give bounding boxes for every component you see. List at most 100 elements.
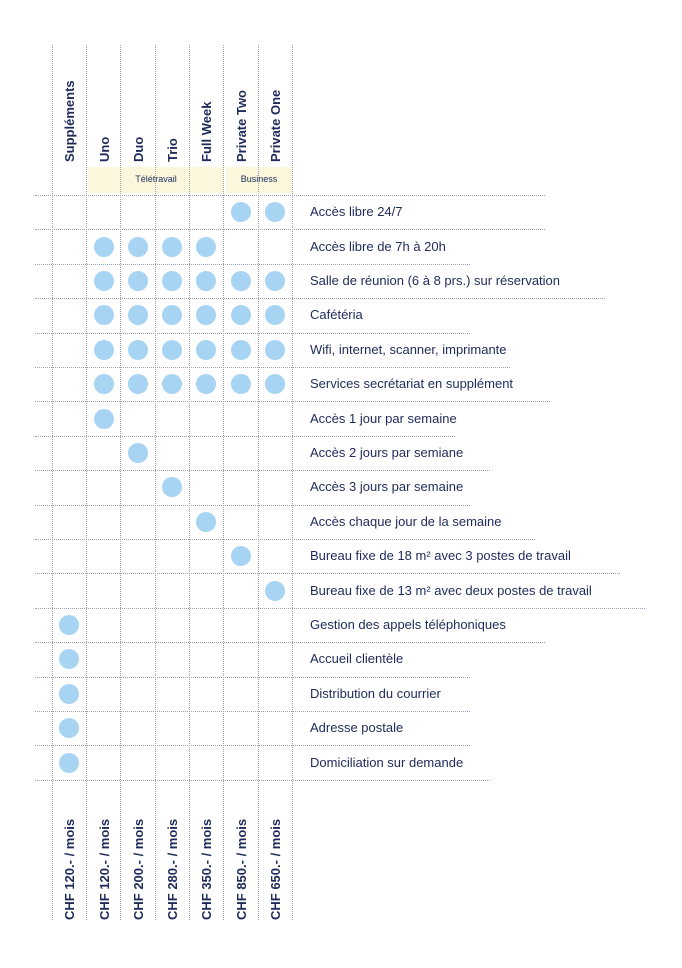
included-dot: [128, 271, 148, 291]
feature-label: Accès chaque jour de la semaine: [310, 513, 502, 529]
included-dot: [94, 374, 114, 395]
row-divider: [35, 229, 545, 231]
feature-label: Cafétéria: [310, 307, 363, 323]
included-dot: [128, 236, 148, 257]
included-dot: [128, 339, 148, 360]
row-divider: [35, 573, 620, 575]
column-divider: [120, 45, 121, 920]
included-dot: [94, 305, 114, 326]
row-divider: [35, 745, 470, 747]
feature-label: Accès 3 jours par semaine: [310, 479, 464, 495]
column-header: Private One: [268, 89, 283, 162]
included-dot: [162, 236, 182, 257]
included-dot: [59, 615, 79, 635]
feature-label: Bureau fixe de 18 m² avec 3 postes de tr…: [310, 548, 571, 564]
included-dot: [231, 374, 251, 395]
included-dot: [59, 752, 79, 773]
teletravail-group-label: Télétravail: [135, 174, 177, 184]
included-dot: [265, 271, 285, 291]
row-divider: [35, 539, 535, 540]
included-dot: [128, 305, 148, 326]
column-divider: [52, 45, 53, 920]
column-price: CHF 850.- / mois: [234, 818, 249, 920]
feature-label: Accès libre 24/7: [310, 204, 403, 220]
included-dot: [94, 408, 114, 429]
included-dot: [196, 236, 216, 257]
row-divider: [35, 642, 545, 644]
row-divider: [35, 367, 510, 368]
column-header: Full Week: [199, 101, 214, 162]
included-dot: [265, 305, 285, 326]
included-dot: [162, 477, 182, 498]
included-dot: [231, 305, 251, 326]
business-group-label: Business: [240, 174, 278, 184]
column-header: Uno: [97, 136, 112, 162]
row-divider: [35, 711, 470, 712]
row-divider: [35, 470, 490, 472]
included-dot: [94, 339, 114, 360]
row-divider: [35, 401, 550, 403]
teletravail-band: [88, 167, 224, 193]
column-price: CHF 280.- / mois: [165, 818, 180, 920]
included-dot: [196, 511, 216, 532]
included-dot: [231, 546, 251, 567]
feature-label: Accès 1 jour par semaine: [310, 410, 457, 426]
column-divider: [223, 45, 224, 920]
included-dot: [162, 374, 182, 395]
feature-label: Domiciliation sur demande: [310, 754, 464, 770]
included-dot: [196, 271, 216, 291]
included-dot: [59, 649, 79, 670]
column-header: Private Two: [234, 89, 249, 162]
row-divider: [35, 607, 645, 609]
included-dot: [59, 718, 79, 739]
included-dot: [196, 374, 216, 395]
business-band: [226, 167, 292, 193]
row-divider: [35, 298, 605, 300]
feature-label: Gestion des appels téléphoniques: [310, 617, 506, 632]
row-divider: [35, 435, 455, 437]
column-header: Suppléments: [62, 80, 77, 162]
column-price: CHF 650.- / mois: [268, 818, 283, 920]
column-divider: [155, 45, 156, 920]
feature-label: Bureau fixe de 13 m² avec deux postes de…: [310, 582, 592, 598]
included-dot: [128, 374, 148, 395]
row-divider: [35, 263, 470, 265]
feature-label: Services secrétariat en supplément: [310, 376, 514, 392]
column-price: CHF 200.- / mois: [131, 818, 146, 920]
feature-label: Wifi, internet, scanner, imprimante: [310, 341, 507, 357]
included-dot: [162, 339, 182, 360]
row-divider: [35, 504, 470, 506]
column-header: Trio: [165, 138, 180, 162]
column-price: CHF 120.- / mois: [97, 818, 112, 920]
included-dot: [231, 202, 251, 223]
feature-label: Accès 2 jours par semiane: [310, 445, 464, 460]
feature-label: Salle de réunion (6 à 8 prs.) sur réserv…: [310, 273, 561, 288]
included-dot: [196, 339, 216, 360]
column-divider: [86, 45, 87, 920]
included-dot: [265, 339, 285, 360]
included-dot: [94, 236, 114, 257]
included-dot: [265, 202, 285, 223]
included-dot: [265, 374, 285, 395]
feature-label: Adresse postale: [310, 720, 404, 736]
feature-label: Distribution du courrier: [310, 685, 441, 701]
included-dot: [128, 443, 148, 463]
column-divider: [189, 45, 190, 920]
column-divider: [258, 45, 259, 920]
feature-label: Accès libre de 7h à 20h: [310, 238, 446, 254]
column-divider: [292, 45, 293, 920]
column-header: Duo: [131, 136, 146, 162]
included-dot: [265, 580, 285, 601]
row-divider: [35, 779, 490, 781]
included-dot: [59, 683, 79, 704]
header-divider: [35, 195, 545, 196]
included-dot: [196, 305, 216, 326]
column-price: CHF 350.- / mois: [199, 818, 214, 920]
feature-label: Accueil clientèle: [310, 651, 404, 667]
included-dot: [162, 305, 182, 326]
column-price: CHF 120.- / mois: [62, 818, 77, 920]
included-dot: [231, 339, 251, 360]
included-dot: [94, 271, 114, 291]
row-divider: [35, 332, 470, 334]
